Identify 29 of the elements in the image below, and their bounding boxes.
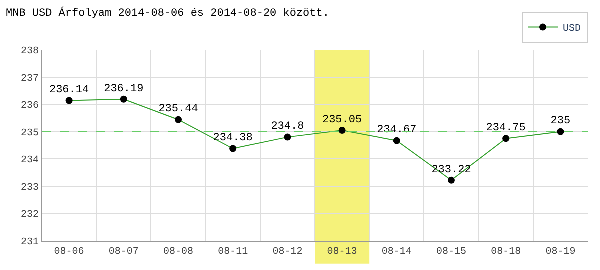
y-tick-label: 236 xyxy=(20,101,39,112)
data-label: 236.19 xyxy=(104,83,144,96)
x-tick-label: 08-14 xyxy=(382,247,412,258)
data-label: 234.38 xyxy=(213,132,253,145)
y-tick-label: 234 xyxy=(20,156,39,167)
x-tick-label: 08-18 xyxy=(491,247,522,258)
legend-label: USD xyxy=(563,24,582,36)
x-tick-label: 08-08 xyxy=(163,247,194,258)
y-tick-label: 238 xyxy=(20,46,39,58)
y-tick-label: 235 xyxy=(20,128,39,140)
y-tick-label: 231 xyxy=(20,238,39,248)
chart-title: MNB USD Árfolyam 2014-08-06 és 2014-08-20 között. xyxy=(6,6,330,20)
data-label: 234.8 xyxy=(271,121,304,134)
data-label: 235.44 xyxy=(158,104,199,116)
data-label: 234.67 xyxy=(377,124,417,137)
x-tick-label: 08-12 xyxy=(272,247,303,258)
x-tick-label: 08-07 xyxy=(108,247,139,258)
data-label: 236.14 xyxy=(49,84,90,97)
data-label: 235 xyxy=(550,116,571,128)
y-tick-label: 233 xyxy=(20,182,39,194)
y-tick-label: 232 xyxy=(20,210,39,222)
x-tick-label: 08-11 xyxy=(218,247,248,258)
data-label: 235.05 xyxy=(322,114,362,126)
data-label: 234.75 xyxy=(486,122,526,135)
x-tick-label: 08-15 xyxy=(436,247,467,258)
x-tick-label: 08-19 xyxy=(546,247,576,258)
y-tick-label: 237 xyxy=(20,74,39,85)
x-tick-label: 08-06 xyxy=(54,247,84,258)
x-tick-label: 08-13 xyxy=(327,247,358,258)
